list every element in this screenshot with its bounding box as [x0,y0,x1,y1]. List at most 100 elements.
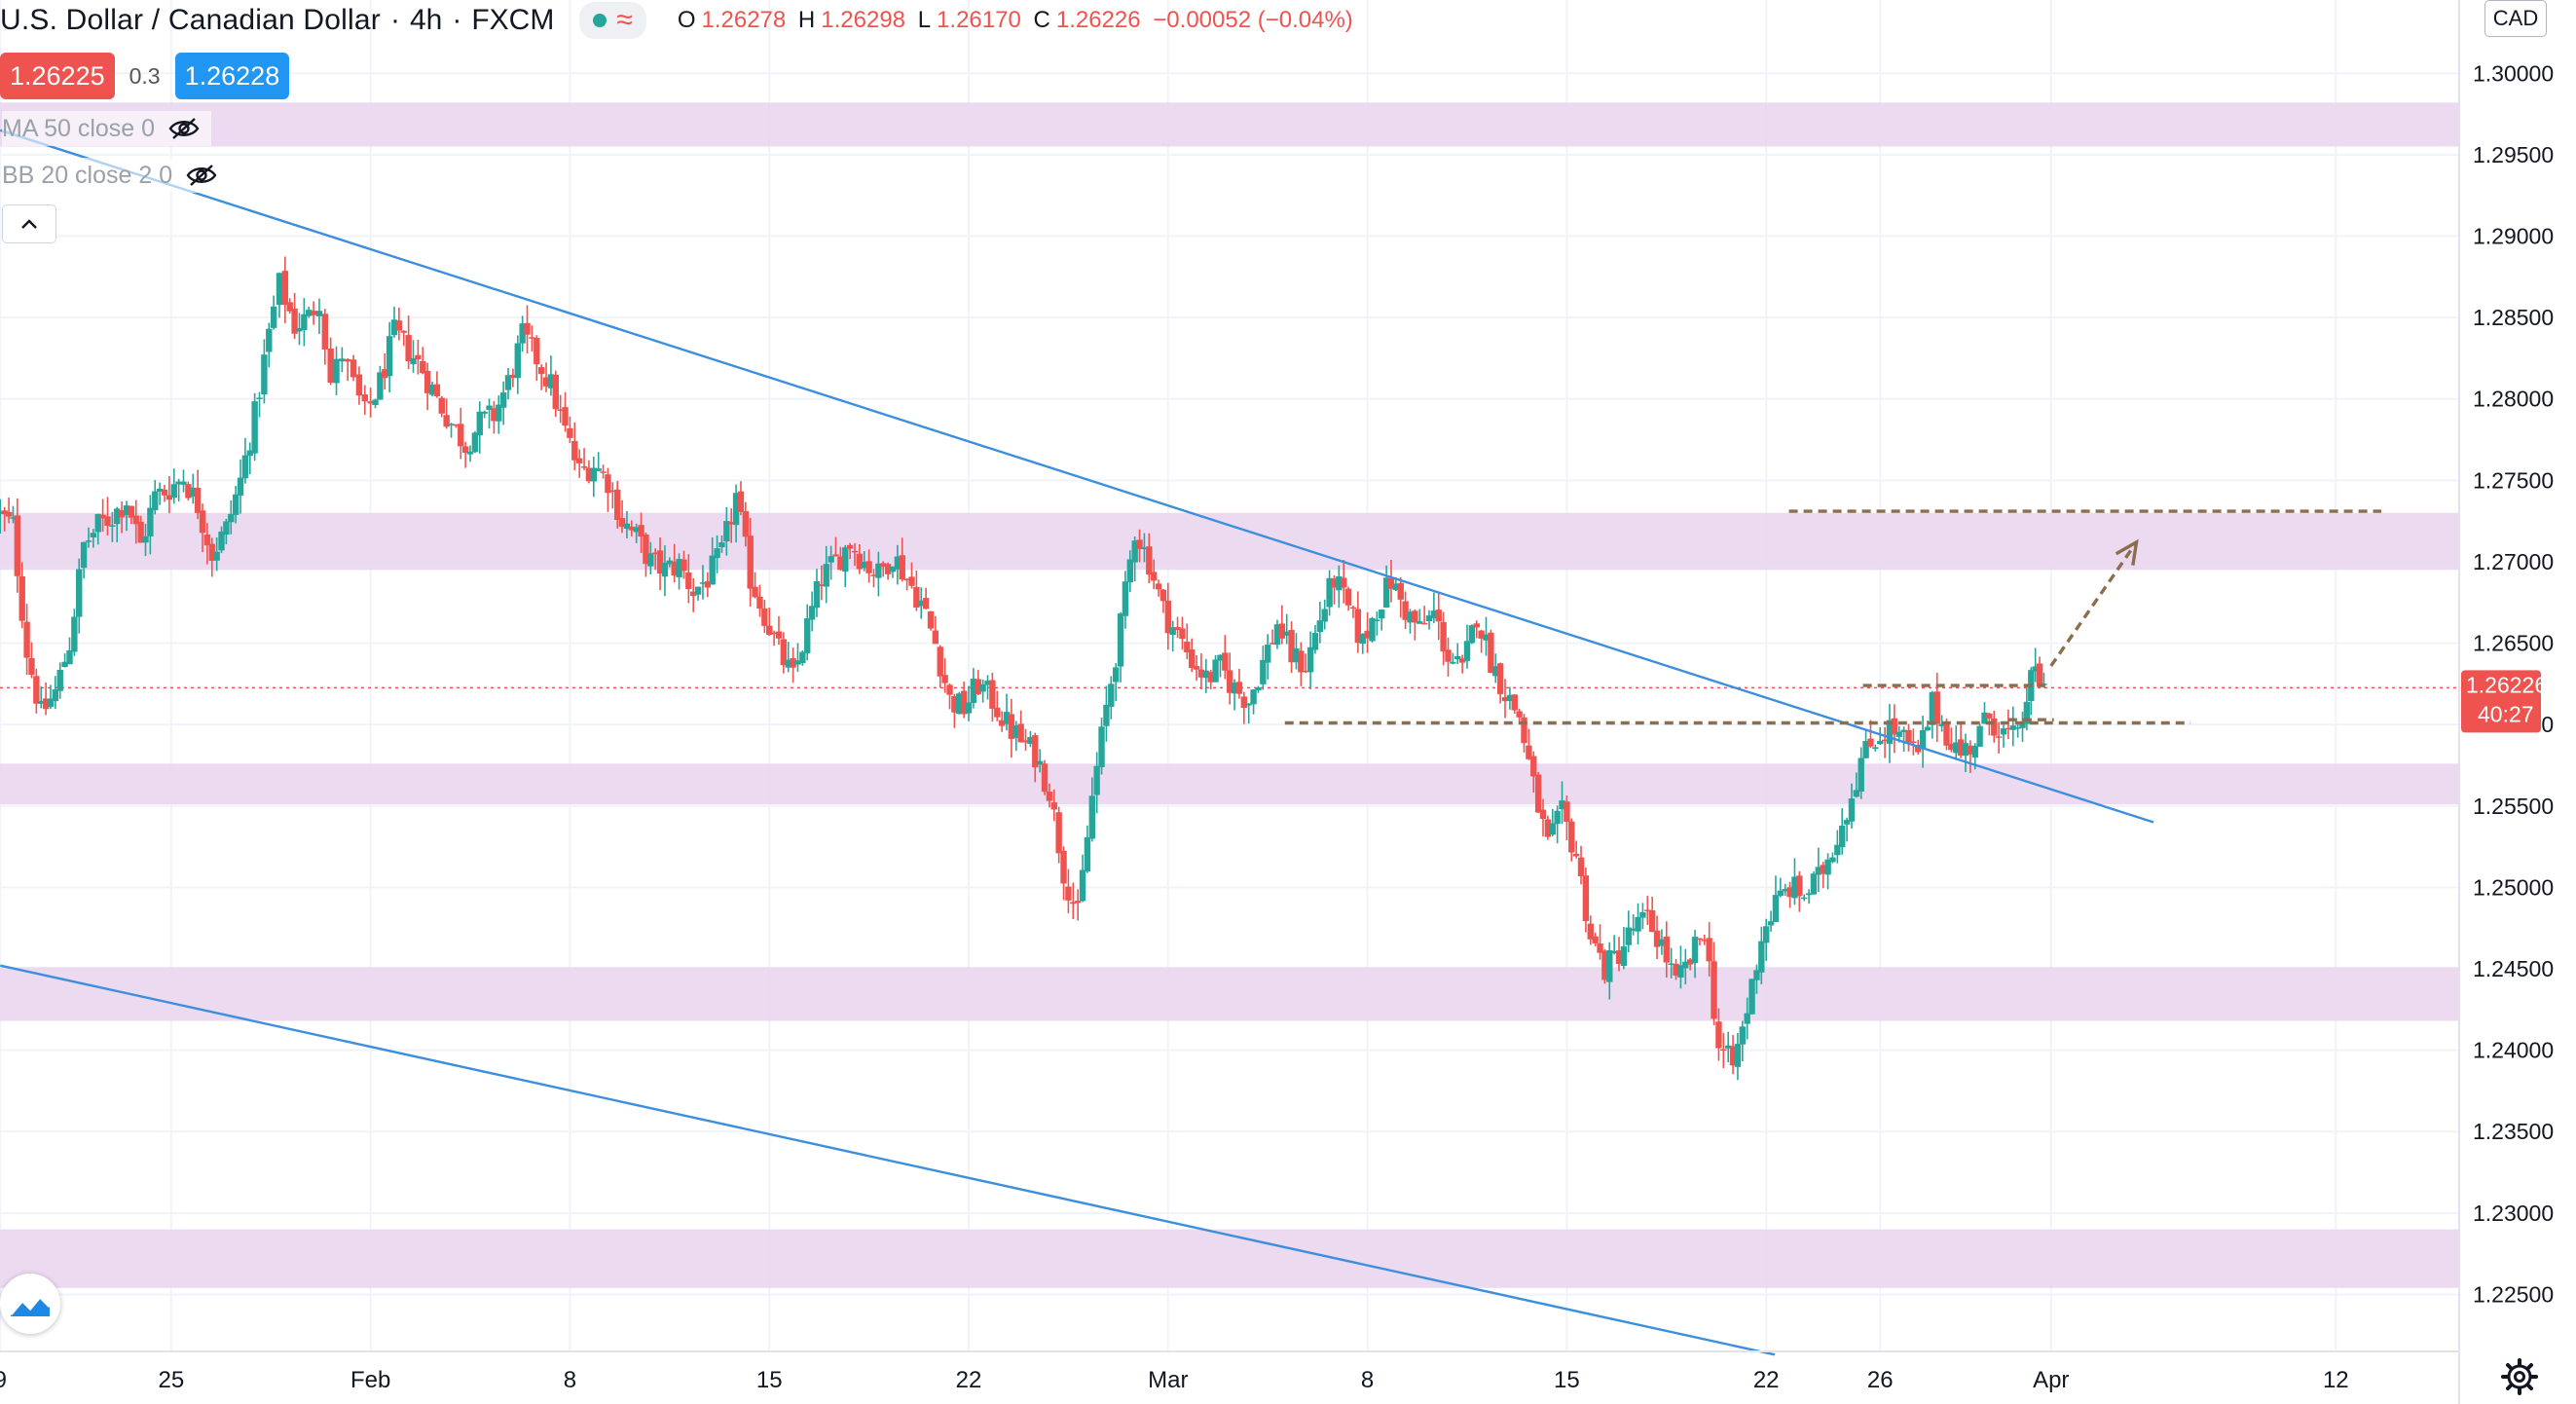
candle-body [1022,740,1029,743]
candle-body [71,616,78,652]
candle-body [1003,712,1011,724]
candle-body [390,319,398,336]
candle-body [661,562,669,577]
candle-body [623,523,631,530]
candle-body [1126,559,1133,583]
time-axis[interactable]: 9 25 Feb 8 15 22 Mar 8 15 22 26 Apr 12 [0,1367,2349,1393]
candle-body [1881,739,1889,742]
candle-body [534,337,540,365]
candle-body [1729,1046,1737,1066]
dashed-levels[interactable] [1284,509,2382,725]
candle-body [799,651,806,664]
candle-body [1046,792,1053,801]
tradingview-logo-icon [9,1294,52,1316]
arrow-shaft[interactable] [2049,540,2138,667]
candle-body [1839,825,1846,848]
candle-body [567,427,573,438]
candle-body [1088,795,1095,839]
price-zone[interactable] [0,763,2459,805]
candle-body [1407,611,1414,623]
collapse-legend-button[interactable] [2,204,56,243]
candle-body [448,424,455,425]
market-status[interactable]: ≈ [579,2,646,39]
candle-body [382,369,388,379]
candle-body [1217,654,1224,661]
candle-body [529,337,535,339]
tradingview-logo-button[interactable] [0,1274,60,1334]
high-value: 1.26298 [821,7,906,33]
candle-body [1544,819,1552,837]
candle-body [66,650,73,665]
price-tick-label: 1.23500 [2473,1119,2554,1144]
candle-body [128,505,135,518]
candle-body [471,432,479,453]
price-zone[interactable] [0,1229,2459,1288]
candle-body [438,397,445,414]
candle-body [1108,684,1115,707]
candle-body [1610,950,1618,953]
candle-body [1744,1013,1750,1024]
interval-label[interactable]: 4h [409,4,443,36]
sell-button[interactable]: 1.26225 [0,53,115,99]
candle-body [2005,727,2012,730]
candle-body [281,271,289,305]
indicator-ma[interactable]: MA 50 close 0 [2,111,212,146]
candle-body [161,489,168,496]
candle-body [1265,645,1271,663]
trendline[interactable] [0,129,2154,824]
candle-body [1582,875,1590,921]
time-tick-label: 8 [1361,1367,1374,1393]
candle-body [752,586,758,598]
price-tick-label: 1.25000 [2473,874,2554,900]
candle-body [1454,656,1461,660]
candle-body [1240,696,1248,708]
candle-body [1995,736,2003,738]
trendline[interactable] [0,964,1776,1356]
currency-selector[interactable]: CAD [2484,0,2547,37]
price-zone[interactable] [0,512,2459,571]
trendlines[interactable] [0,129,2154,1356]
eye-off-icon[interactable] [186,164,217,187]
candle-body [1800,897,1808,900]
candle-body [884,564,892,574]
candle-body [1572,853,1580,857]
candle-body [315,311,323,316]
candle-body [1349,607,1357,610]
candle-body [709,555,716,585]
candle-body [104,516,111,527]
eye-off-icon[interactable] [168,117,200,140]
candle-body [932,630,939,645]
candle-body [1862,741,1869,758]
candle-body [223,521,230,536]
candle-body [1753,970,1760,980]
price-tick-label: 1.27500 [2473,467,2554,493]
price-zone[interactable] [0,967,2459,1021]
gear-icon[interactable] [2500,1357,2539,1396]
candle-body [2023,701,2031,724]
candle-body [1141,547,1148,550]
price-zone[interactable] [0,102,2459,147]
candle-body [775,631,783,639]
candle-body [761,608,768,626]
price-tick-label: 1.24500 [2473,956,2554,981]
candle-body [689,591,697,597]
candle-body [794,660,801,665]
indicator-label: MA 50 close 0 [2,114,156,142]
low-value: 1.26170 [937,7,1021,33]
candle-body [1820,865,1826,874]
indicator-bb[interactable]: BB 20 close 2 0 [2,158,230,193]
candle-body [1691,937,1699,964]
candle-body [1568,821,1575,853]
candle-body [937,647,943,677]
symbol-name[interactable]: U.S. Dollar / Canadian Dollar [0,4,381,36]
candle-body [504,375,512,390]
price-axis[interactable]: 1.30000 1.29500 1.29000 1.28500 1.28000 1.275… [2473,60,2554,1307]
projection-arrow[interactable] [2049,538,2139,667]
candle-body [1834,844,1841,856]
candle-body [276,273,283,306]
candle-body [780,639,788,666]
candle-body [1321,609,1328,622]
candle-body [1382,577,1390,609]
buy-button[interactable]: 1.26228 [174,53,290,99]
